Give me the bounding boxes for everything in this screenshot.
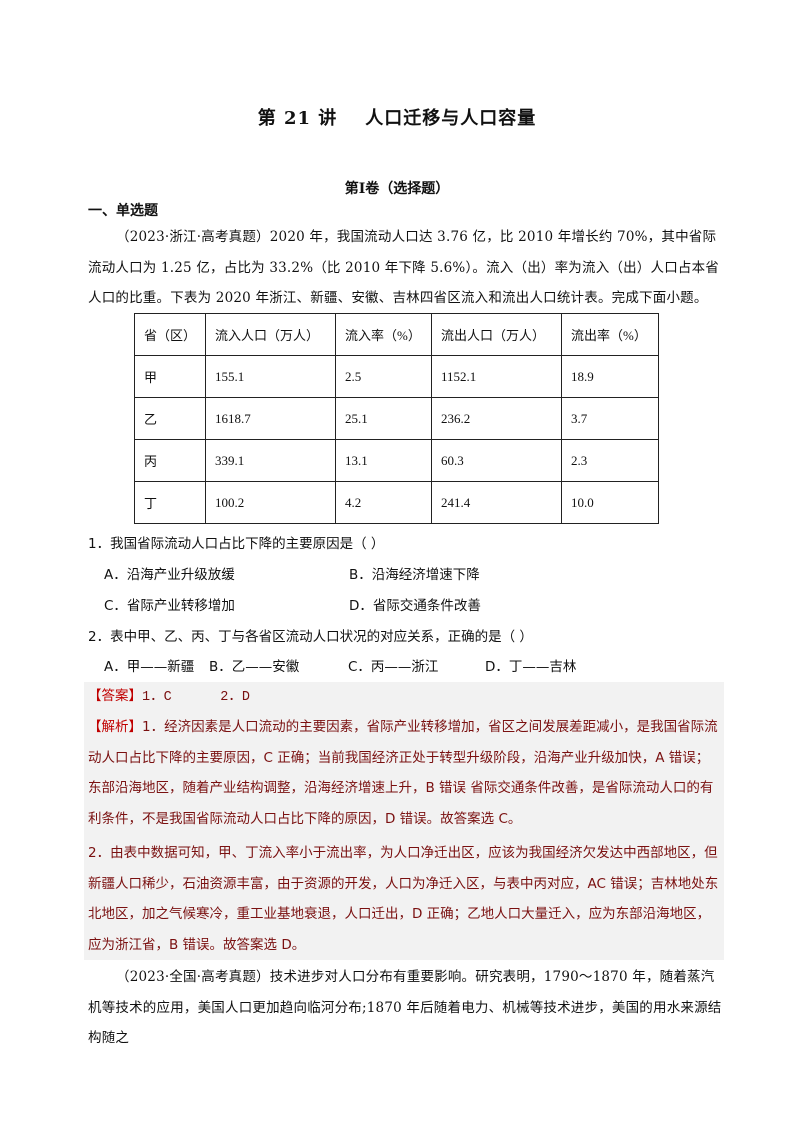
part-heading: 第I卷（选择题）	[344, 181, 450, 197]
q2-option-b: B．乙——安徽	[209, 659, 300, 675]
answer-tag: 【答案】	[88, 688, 142, 704]
table-cell: 241.4	[431, 481, 562, 524]
lecture-topic: 人口迁移与人口容量	[365, 108, 537, 129]
table-cell: 60.3	[431, 439, 562, 482]
page-title: 第 21 讲 人口迁移与人口容量	[0, 104, 794, 130]
q2-option-c: C．丙——浙江	[348, 659, 439, 675]
table-cell: 3.7	[561, 397, 659, 440]
table-cell: 1152.1	[431, 355, 562, 398]
q1-option-a: A．沿海产业升级放缓	[104, 567, 235, 583]
table-cell: 25.1	[335, 397, 432, 440]
analysis-2: 2．由表中数据可知，甲、丁流入率小于流出率，为人口净迁出区，应该为我国经济欠发达…	[88, 845, 719, 954]
question-intro-2: （2023·全国·高考真题）技术进步对人口分布有重要影响。研究表明，1790～1…	[88, 962, 722, 1054]
question-1-stem: 1．我国省际流动人口占比下降的主要原因是（ ）	[88, 536, 385, 552]
table-cell: 2.5	[335, 355, 432, 398]
answer-text: 1．C 2．D	[142, 690, 251, 705]
table-cell: 18.9	[561, 355, 659, 398]
table-cell: 339.1	[205, 439, 336, 482]
table-cell: 乙	[134, 397, 206, 440]
table-cell: 13.1	[335, 439, 432, 482]
table-cell: 10.0	[561, 481, 659, 524]
intro-text: （2023·浙江·高考真题）2020 年，我国流动人口达 3.76 亿，比 20…	[88, 229, 719, 306]
table-cell: 4.2	[335, 481, 432, 524]
table-cell: 100.2	[205, 481, 336, 524]
q2-option-d: D．丁——吉林	[485, 659, 577, 675]
table-cell: 2.3	[561, 439, 659, 482]
analysis-text-1: 1．经济因素是人口流动的主要因素，省际产业转移增加，省区之间发展差距减小，是我国…	[88, 719, 718, 828]
analysis-tag: 【解析】	[88, 719, 142, 735]
table-row: 丁 100.2 4.2 241.4 10.0	[134, 481, 659, 524]
lecture-number: 第 21 讲	[257, 108, 338, 129]
table-header: 流入人口（万人）	[205, 313, 336, 356]
question-intro: （2023·浙江·高考真题）2020 年，我国流动人口达 3.76 亿，比 20…	[88, 222, 722, 314]
intro-text-2: （2023·全国·高考真题）技术进步对人口分布有重要影响。研究表明，1790～1…	[88, 969, 722, 1046]
data-table: 省（区） 流入人口（万人） 流入率（%） 流出人口（万人） 流出率（%） 甲 15…	[134, 313, 659, 524]
table-cell: 1618.7	[205, 397, 336, 440]
table-cell: 丁	[134, 481, 206, 524]
table-cell: 甲	[134, 355, 206, 398]
q2-option-a: A．甲——新疆	[104, 659, 195, 675]
table-row: 乙 1618.7 25.1 236.2 3.7	[134, 397, 659, 440]
table-cell: 丙	[134, 439, 206, 482]
table-header-row: 省（区） 流入人口（万人） 流入率（%） 流出人口（万人） 流出率（%）	[134, 313, 659, 356]
answer-line: 【答案】1．C 2．D	[88, 681, 722, 714]
table-cell: 155.1	[205, 355, 336, 398]
table-header: 省（区）	[134, 313, 206, 356]
q1-option-b: B．沿海经济增速下降	[349, 567, 480, 583]
answer-box	[84, 682, 724, 960]
table-cell: 236.2	[431, 397, 562, 440]
section-heading: 一、单选题	[88, 203, 158, 219]
table-header: 流出人口（万人）	[431, 313, 562, 356]
table-header: 流入率（%）	[335, 313, 432, 356]
question-2-stem: 2．表中甲、乙、丙、丁与各省区流动人口状况的对应关系，正确的是（ ）	[88, 629, 533, 645]
table-header: 流出率（%）	[561, 313, 659, 356]
table-row: 丙 339.1 13.1 60.3 2.3	[134, 439, 659, 482]
q1-option-d: D．省际交通条件改善	[349, 598, 481, 614]
analysis-1: 【解析】1．经济因素是人口流动的主要因素，省际产业转移增加，省区之间发展差距减小…	[88, 712, 722, 835]
q1-option-c: C．省际产业转移增加	[104, 598, 235, 614]
table-row: 甲 155.1 2.5 1152.1 18.9	[134, 355, 659, 398]
